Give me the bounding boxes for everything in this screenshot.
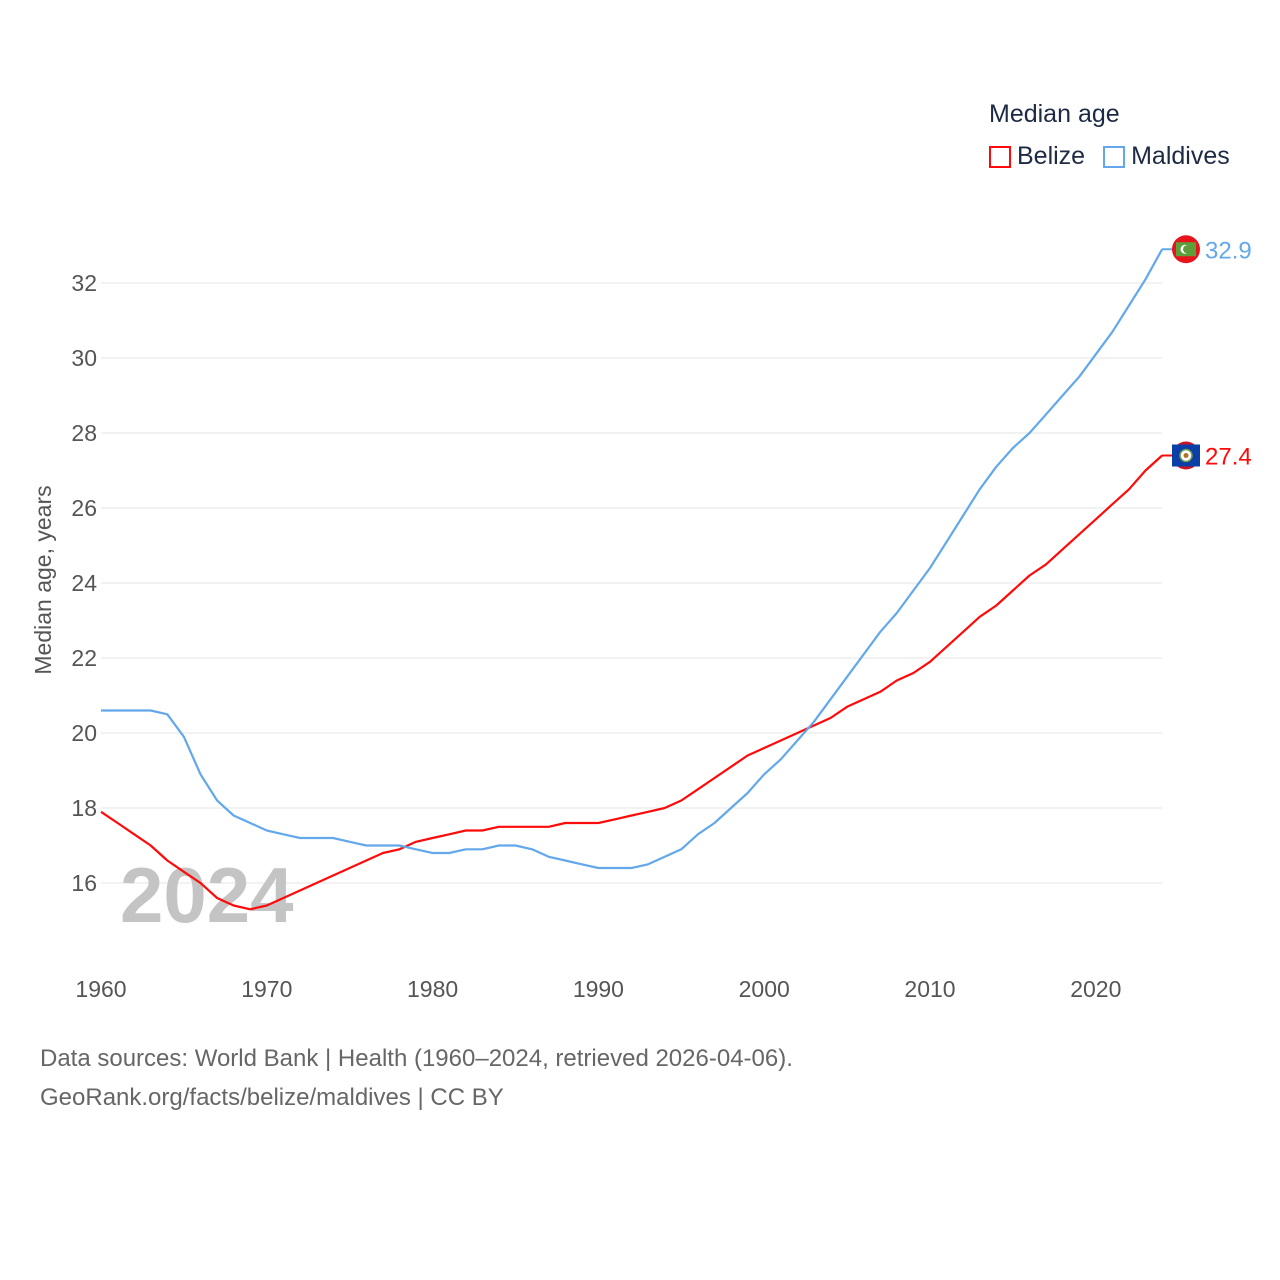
y-tick-label: 18 — [71, 795, 97, 821]
attribution-link[interactable]: GeoRank.org/facts/belize/maldives | CC B… — [40, 1084, 504, 1111]
legend-title: Median age — [989, 100, 1120, 128]
maldives-swatch — [1103, 145, 1126, 168]
data-source-text: Data sources: World Bank | Health (1960–… — [40, 1045, 793, 1072]
x-tick-label: 1960 — [75, 976, 126, 1002]
y-tick-label: 16 — [71, 870, 97, 896]
maldives-flag-icon — [1172, 235, 1200, 264]
x-tick-label: 1990 — [573, 976, 624, 1002]
x-tick-label: 1980 — [407, 976, 458, 1002]
legend-label: Belize — [1017, 142, 1086, 170]
end-value-label: 27.4 — [1205, 444, 1252, 471]
y-tick-label: 22 — [71, 645, 97, 671]
legend-label: Maldives — [1131, 142, 1230, 170]
year-watermark: 2024 — [120, 851, 294, 939]
legend: Belize Maldives — [989, 142, 1230, 171]
end-value-label: 32.9 — [1205, 237, 1252, 264]
y-tick-label: 20 — [71, 720, 97, 746]
belize-flag-icon — [1172, 441, 1200, 470]
y-tick-label: 26 — [71, 495, 97, 521]
legend-item-belize[interactable]: Belize — [989, 142, 1085, 171]
x-tick-label: 2010 — [904, 976, 955, 1002]
y-tick-label: 30 — [71, 345, 97, 371]
y-axis-label: Median age, years — [30, 485, 56, 674]
y-tick-label: 28 — [71, 420, 97, 446]
series-line-maldives — [101, 248, 1164, 870]
y-tick-label: 32 — [71, 270, 97, 296]
y-tick-label: 24 — [71, 570, 97, 596]
series-line-belize — [100, 454, 1163, 911]
x-tick-label: 2000 — [739, 976, 790, 1002]
x-tick-label: 2020 — [1070, 976, 1121, 1002]
x-tick-label: 1970 — [241, 976, 292, 1002]
legend-item-maldives[interactable]: Maldives — [1103, 142, 1230, 171]
belize-swatch — [989, 145, 1011, 168]
